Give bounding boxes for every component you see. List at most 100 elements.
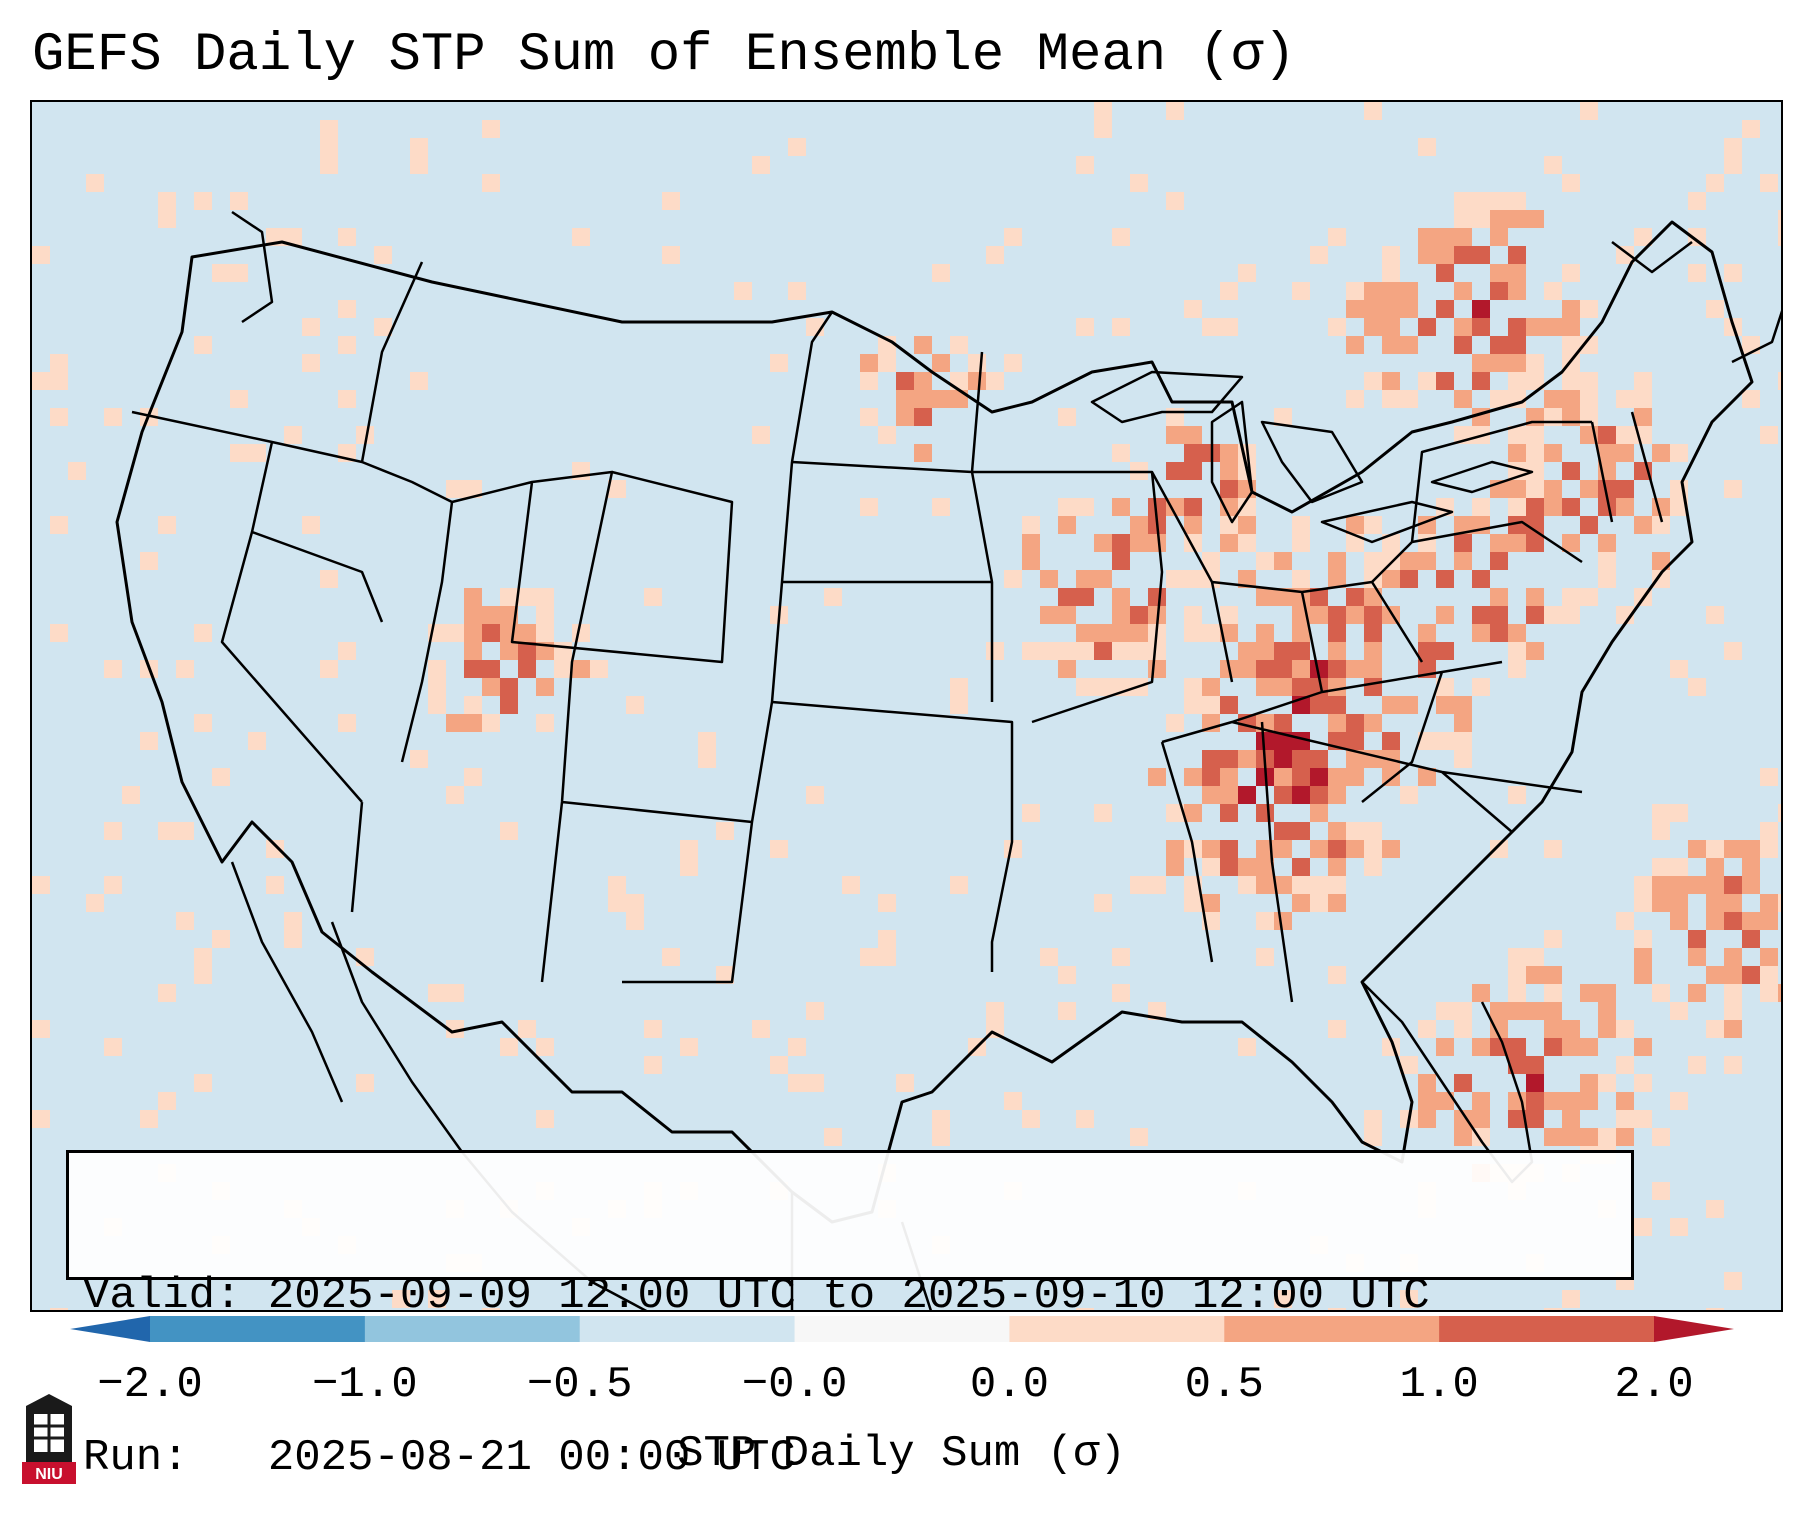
logo-text: NIU bbox=[35, 1466, 63, 1483]
anomaly-cell bbox=[1310, 804, 1328, 822]
anomaly-cell bbox=[1274, 840, 1292, 858]
anomaly-cell bbox=[1382, 336, 1400, 354]
anomaly-cell bbox=[1598, 552, 1616, 570]
anomaly-cell bbox=[1004, 228, 1022, 246]
anomaly-cell bbox=[1670, 804, 1688, 822]
anomaly-cell bbox=[1652, 894, 1670, 912]
anomaly-cell bbox=[86, 174, 104, 192]
anomaly-cells bbox=[32, 102, 1781, 1310]
anomaly-cell bbox=[1490, 588, 1508, 606]
anomaly-cell bbox=[662, 948, 680, 966]
anomaly-cell bbox=[1364, 660, 1382, 678]
anomaly-cell bbox=[374, 318, 392, 336]
anomaly-cell bbox=[482, 174, 500, 192]
anomaly-cell bbox=[1526, 1092, 1544, 1110]
anomaly-cell bbox=[1490, 282, 1508, 300]
anomaly-cell bbox=[194, 336, 212, 354]
anomaly-cell bbox=[1652, 570, 1670, 588]
anomaly-cell bbox=[1436, 372, 1454, 390]
anomaly-cell bbox=[1562, 498, 1580, 516]
anomaly-cell bbox=[1706, 858, 1724, 876]
anomaly-cell bbox=[1202, 750, 1220, 768]
anomaly-cell bbox=[410, 372, 428, 390]
anomaly-cell bbox=[1238, 570, 1256, 588]
anomaly-cell bbox=[1598, 498, 1616, 516]
anomaly-cell bbox=[1544, 1128, 1562, 1146]
anomaly-cell bbox=[1184, 426, 1202, 444]
anomaly-cell bbox=[140, 1110, 158, 1128]
anomaly-cell bbox=[1544, 606, 1562, 624]
anomaly-cell bbox=[1274, 714, 1292, 732]
anomaly-cell bbox=[1616, 390, 1634, 408]
anomaly-cell bbox=[428, 696, 446, 714]
anomaly-cell bbox=[1022, 1110, 1040, 1128]
anomaly-cell bbox=[1328, 876, 1346, 894]
anomaly-cell bbox=[1418, 1110, 1436, 1128]
anomaly-cell bbox=[1238, 264, 1256, 282]
anomaly-cell bbox=[1274, 912, 1292, 930]
anomaly-cell bbox=[1598, 534, 1616, 552]
anomaly-cell bbox=[1472, 372, 1490, 390]
anomaly-cell bbox=[1508, 192, 1526, 210]
anomaly-cell bbox=[1616, 1110, 1634, 1128]
anomaly-cell bbox=[1076, 678, 1094, 696]
anomaly-cell bbox=[1328, 894, 1346, 912]
anomaly-cell bbox=[1634, 1218, 1652, 1236]
anomaly-cell bbox=[662, 246, 680, 264]
anomaly-cell bbox=[1328, 228, 1346, 246]
anomaly-cell bbox=[482, 120, 500, 138]
anomaly-cell bbox=[1778, 372, 1781, 390]
anomaly-cell bbox=[1580, 390, 1598, 408]
anomaly-cell bbox=[1634, 966, 1652, 984]
anomaly-cell bbox=[1058, 606, 1076, 624]
anomaly-cell bbox=[878, 894, 896, 912]
anomaly-cell bbox=[1454, 534, 1472, 552]
anomaly-cell bbox=[590, 660, 608, 678]
anomaly-cell bbox=[1310, 876, 1328, 894]
anomaly-cell bbox=[1490, 534, 1508, 552]
anomaly-cell bbox=[1706, 606, 1724, 624]
anomaly-cell bbox=[1490, 624, 1508, 642]
anomaly-cell bbox=[194, 714, 212, 732]
anomaly-cell bbox=[140, 552, 158, 570]
anomaly-cell bbox=[1454, 732, 1472, 750]
anomaly-cell bbox=[1292, 876, 1310, 894]
anomaly-cell bbox=[752, 1020, 770, 1038]
anomaly-cell bbox=[1238, 750, 1256, 768]
anomaly-cell bbox=[1310, 768, 1328, 786]
anomaly-cell bbox=[1220, 282, 1238, 300]
anomaly-cell bbox=[1490, 552, 1508, 570]
anomaly-cell bbox=[1274, 588, 1292, 606]
anomaly-cell bbox=[1598, 444, 1616, 462]
anomaly-cell bbox=[176, 660, 194, 678]
anomaly-cell bbox=[1220, 750, 1238, 768]
anomaly-cell bbox=[1184, 462, 1202, 480]
anomaly-cell bbox=[1400, 336, 1418, 354]
anomaly-cell bbox=[1598, 426, 1616, 444]
anomaly-cell bbox=[158, 1092, 176, 1110]
anomaly-cell bbox=[1508, 516, 1526, 534]
anomaly-cell bbox=[860, 498, 878, 516]
anomaly-cell bbox=[1544, 156, 1562, 174]
anomaly-cell bbox=[428, 678, 446, 696]
anomaly-cell bbox=[518, 588, 536, 606]
anomaly-cell bbox=[1256, 714, 1274, 732]
colorbar-segment bbox=[1009, 1316, 1225, 1342]
anomaly-cell bbox=[1166, 408, 1184, 426]
anomaly-cell bbox=[1454, 750, 1472, 768]
anomaly-cell bbox=[1382, 264, 1400, 282]
anomaly-cell bbox=[1184, 516, 1202, 534]
anomaly-cell bbox=[1400, 1290, 1418, 1308]
anomaly-cell bbox=[1724, 1272, 1742, 1290]
anomaly-cell bbox=[1256, 678, 1274, 696]
anomaly-cell bbox=[104, 408, 122, 426]
anomaly-cell bbox=[1652, 552, 1670, 570]
anomaly-cell bbox=[914, 336, 932, 354]
anomaly-cell bbox=[1364, 642, 1382, 660]
anomaly-cell bbox=[464, 714, 482, 732]
anomaly-cell bbox=[1706, 840, 1724, 858]
anomaly-cell bbox=[1544, 1308, 1562, 1310]
anomaly-cell bbox=[32, 1020, 50, 1038]
colorbar-label: STP Daily Sum (σ) bbox=[677, 1429, 1126, 1479]
anomaly-cell bbox=[1724, 948, 1742, 966]
